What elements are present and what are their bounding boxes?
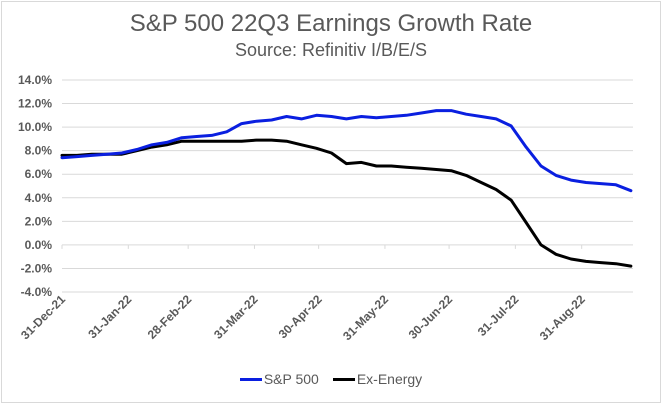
series-lines <box>60 109 633 268</box>
y-tick-label: 6.0% <box>25 167 53 181</box>
x-tick-label: 30-Apr-22 <box>276 292 325 341</box>
x-tick-label: 31-Jul-22 <box>475 292 522 339</box>
y-tick-label: 12.0% <box>18 97 52 111</box>
legend-label-ex-energy: Ex-Energy <box>356 371 423 387</box>
legend-swatch-sp500 <box>239 377 262 381</box>
chart-title: S&P 500 22Q3 Earnings Growth Rate <box>129 10 533 37</box>
y-tick-label: -2.0% <box>21 261 53 275</box>
x-tick-label: 28-Feb-22 <box>145 292 195 342</box>
y-tick-label: 8.0% <box>25 144 53 158</box>
y-tick-label: -4.0% <box>21 285 53 299</box>
x-tick-label: 31-Mar-22 <box>211 292 261 342</box>
x-tick-label: 31-May-22 <box>340 292 391 343</box>
y-tick-label: 14.0% <box>18 73 52 87</box>
y-tick-label: 10.0% <box>18 120 52 134</box>
y-tick-label: 4.0% <box>25 191 53 205</box>
gridlines <box>62 79 633 293</box>
series-line-s-p-500 <box>60 109 633 193</box>
x-tick-label: 31-Aug-22 <box>537 292 588 343</box>
x-axis-tick-labels: 31-Dec-21 31-Jan-22 28-Feb-22 31-Mar-22 30-A… <box>18 292 588 343</box>
series-line-ex-energy <box>60 138 633 268</box>
legend: S&P 500 Ex-Energy <box>0 371 662 387</box>
chart-subtitle: Source: Refinitiv I/B/E/S <box>234 40 428 60</box>
legend-item-ex-energy: Ex-Energy <box>332 371 423 387</box>
y-axis-ticks: 14.0% 12.0% 10.0% 8.0% 6.0% 4.0% 2.0% 0.0% -2.0%… <box>18 73 52 299</box>
x-tick-label: 31-Dec-21 <box>18 292 68 342</box>
x-tick-label: 30-Jun-22 <box>406 292 456 342</box>
legend-label-sp500: S&P 500 <box>263 371 319 387</box>
y-tick-label: 2.0% <box>25 214 53 228</box>
y-tick-label: 0.0% <box>25 238 53 252</box>
legend-swatch-ex-energy <box>332 377 355 381</box>
legend-item-sp500: S&P 500 <box>239 371 319 387</box>
x-axis <box>61 244 633 249</box>
x-tick-label: 31-Jan-22 <box>85 292 134 341</box>
